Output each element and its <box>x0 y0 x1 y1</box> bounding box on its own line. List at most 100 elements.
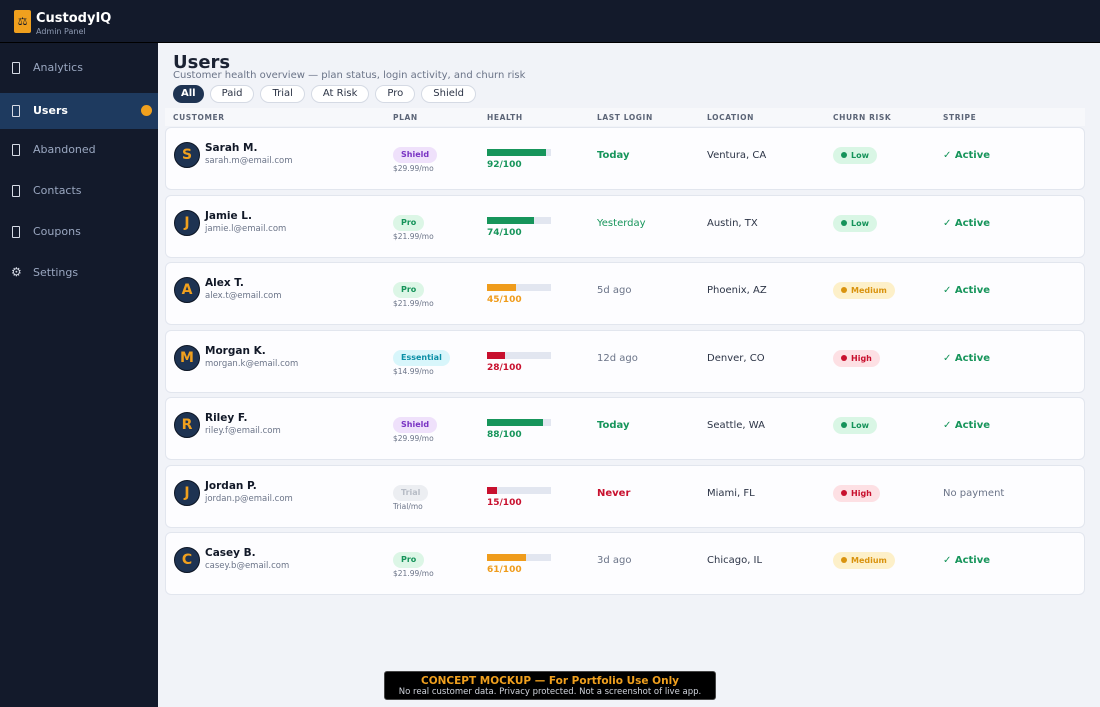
location: Ventura, CA <box>707 150 767 161</box>
health-bar-fill <box>487 149 546 156</box>
last-login: 3d ago <box>597 555 632 566</box>
sidebar-item-coupons[interactable]: Coupons <box>0 214 158 250</box>
phone-icon <box>12 105 20 117</box>
churn-risk-label: Medium <box>851 556 887 565</box>
risk-dot-icon <box>841 557 847 563</box>
stripe-status: ✓ Active <box>943 285 991 296</box>
location: Miami, FL <box>707 487 755 499</box>
phone-icon <box>12 144 20 156</box>
customer-name[interactable]: Riley F. <box>205 412 248 424</box>
customer-name[interactable]: Sarah M. <box>205 142 258 154</box>
churn-risk-badge: Medium <box>833 552 895 569</box>
avatar: A <box>174 277 200 303</box>
customer-email: alex.t@email.com <box>205 291 282 301</box>
plan-badge: Pro <box>393 282 425 298</box>
table-row[interactable]: J Jamie L. jamie.l@email.com Pro $21.99/mo 74… <box>165 194 1085 258</box>
sidebar-item-abandoned[interactable]: Abandoned <box>0 132 158 168</box>
column-header-stripe[interactable]: STRIPE <box>943 113 977 122</box>
churn-risk-badge: Low <box>833 147 877 164</box>
customer-name[interactable]: Alex T. <box>205 277 244 289</box>
table-row[interactable]: A Alex T. alex.t@email.com Pro $21.99/mo 45/1… <box>165 262 1085 325</box>
customer-name[interactable]: Jordan P. <box>205 479 257 492</box>
filter-pro[interactable]: Pro <box>375 85 416 103</box>
churn-risk-label: High <box>851 353 872 363</box>
customer-name[interactable]: Casey B. <box>205 547 256 559</box>
location: Austin, TX <box>707 217 758 229</box>
sidebar: Analytics Users Abandoned Contacts Coupo… <box>0 43 158 707</box>
health-score: 45/100 <box>487 295 522 305</box>
plan-price: $29.99/mo <box>393 434 434 443</box>
sidebar-item-label: Settings <box>33 266 79 279</box>
column-header-churn-risk[interactable]: CHURN RISK <box>833 113 892 122</box>
health-bar <box>487 149 551 156</box>
churn-risk-badge: High <box>833 484 880 502</box>
stripe-status: ✓ Active <box>943 352 991 364</box>
table-row[interactable]: R Riley F. riley.f@email.com Shield $29.99/m… <box>165 397 1085 460</box>
table-row[interactable]: C Casey B. casey.b@email.com Pro $21.99/mo 61… <box>165 532 1085 595</box>
plan-price: $21.99/mo <box>393 569 434 578</box>
column-header-customer[interactable]: CUSTOMER <box>173 113 225 122</box>
health-score: 28/100 <box>487 362 522 373</box>
customer-email: jordan.p@email.com <box>205 493 293 504</box>
table-row[interactable]: M Morgan K. morgan.k@email.com Essential $14… <box>165 329 1085 393</box>
churn-risk-badge: High <box>833 349 880 367</box>
customer-email: jamie.l@email.com <box>205 223 287 234</box>
page-title: Users <box>173 52 231 73</box>
health-bar-fill <box>487 419 544 426</box>
plan-price: $14.99/mo <box>393 366 434 376</box>
health-score: 88/100 <box>487 430 522 440</box>
sidebar-item-label: Coupons <box>33 225 81 238</box>
table-row[interactable]: J Jordan P. jordan.p@email.com Trial Trial/m… <box>165 464 1085 528</box>
risk-dot-icon <box>841 287 847 293</box>
health-score: 15/100 <box>487 497 522 508</box>
sidebar-item-analytics[interactable]: Analytics <box>0 50 158 86</box>
risk-dot-icon <box>841 152 847 158</box>
plan-price: $29.99/mo <box>393 164 434 173</box>
scales-icon: ⚖ <box>14 10 31 33</box>
sidebar-item-label: Contacts <box>33 184 82 197</box>
avatar: S <box>174 142 200 168</box>
sidebar-item-users[interactable]: Users <box>0 93 158 129</box>
health-score: 61/100 <box>487 565 522 575</box>
stripe-status: ✓ Active <box>943 555 991 566</box>
column-header-health[interactable]: HEALTH <box>487 113 523 122</box>
filter-paid[interactable]: Paid <box>209 85 255 103</box>
risk-dot-icon <box>841 354 847 361</box>
column-header-location[interactable]: LOCATION <box>707 113 754 122</box>
filter-trial[interactable]: Trial <box>260 85 305 103</box>
health-bar-fill <box>487 351 505 359</box>
plan-price: Trial/mo <box>393 501 423 511</box>
health-bar <box>487 351 551 359</box>
filter-at-risk[interactable]: At Risk <box>310 85 370 103</box>
sidebar-item-contacts[interactable]: Contacts <box>0 173 158 209</box>
last-login: Never <box>597 487 631 499</box>
churn-risk-label: Low <box>851 218 869 228</box>
filter-tabs: All Paid Trial At Risk Pro Shield <box>173 85 477 103</box>
customer-name[interactable]: Morgan K. <box>205 344 266 357</box>
plan-price: $21.99/mo <box>393 299 434 308</box>
health-bar <box>487 216 551 224</box>
column-header-last-login[interactable]: LAST LOGIN <box>597 113 653 122</box>
last-login: Today <box>597 150 630 161</box>
filter-shield[interactable]: Shield <box>421 85 477 103</box>
column-header-plan[interactable]: PLAN <box>393 113 418 122</box>
churn-risk-label: High <box>851 488 872 498</box>
last-login: Yesterday <box>597 217 646 229</box>
banner-title: CONCEPT MOCKUP — For Portfolio Use Only <box>420 675 680 687</box>
risk-dot-icon <box>841 489 847 496</box>
filter-all[interactable]: All <box>173 85 204 103</box>
phone-icon <box>12 185 20 197</box>
sidebar-item-settings[interactable]: ⚙ Settings <box>0 255 158 291</box>
avatar: J <box>174 209 200 236</box>
churn-risk-badge: Low <box>833 214 877 232</box>
risk-dot-icon <box>841 422 847 428</box>
plan-badge: Essential <box>393 349 450 366</box>
health-bar-fill <box>487 284 516 291</box>
churn-risk-label: Medium <box>851 286 887 295</box>
customer-name[interactable]: Jamie L. <box>205 209 252 222</box>
last-login: 5d ago <box>597 285 632 296</box>
table-row[interactable]: S Sarah M. sarah.m@email.com Shield $29.99/m… <box>165 127 1085 190</box>
location: Phoenix, AZ <box>707 285 767 296</box>
health-bar-fill <box>487 486 497 494</box>
sidebar-item-label: Abandoned <box>33 143 96 156</box>
